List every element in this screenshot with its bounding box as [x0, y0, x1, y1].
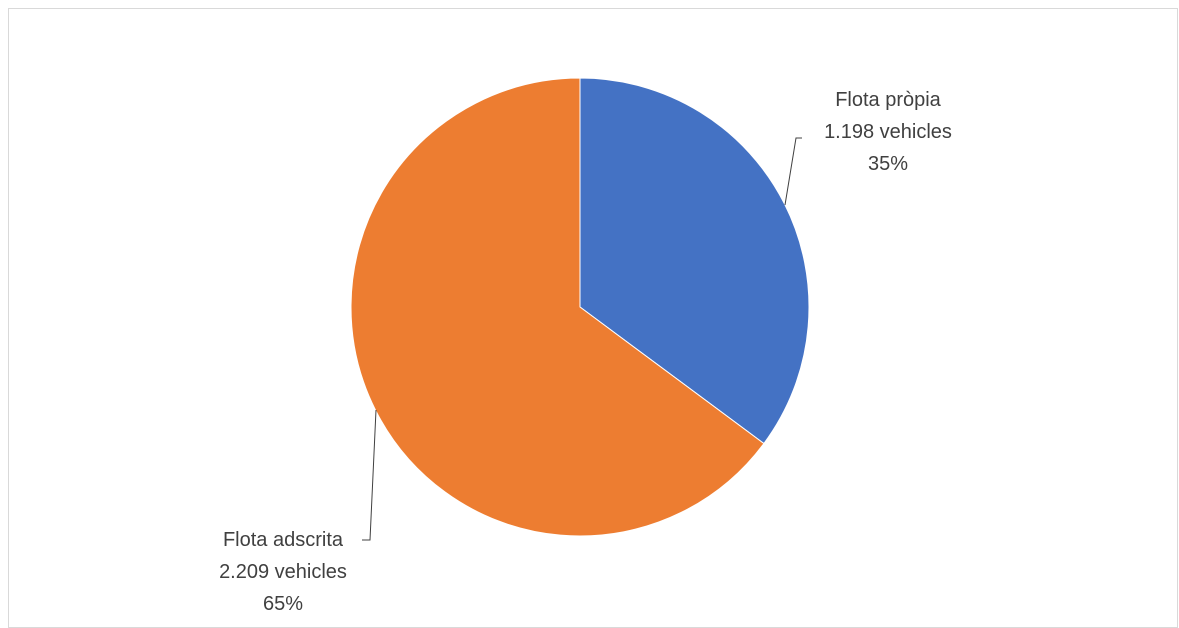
slice-label-value-flota-propia: 1.198 vehicles [824, 121, 952, 143]
slice-label-name-flota-adscrita: Flota adscrita [223, 529, 344, 551]
pie-slices [350, 77, 810, 537]
pie-labels: Flota pròpia 1.198 vehicles 35% Flota ad… [219, 89, 952, 614]
pie-slice-flota-propia [579, 77, 810, 445]
slice-label-name-flota-propia: Flota pròpia [835, 89, 941, 111]
leader-line-flota-propia [784, 137, 802, 206]
leader-line-flota-adscrita [362, 409, 377, 541]
slice-label-value-flota-adscrita: 2.209 vehicles [219, 561, 347, 583]
pie-chart: Flota pròpia 1.198 vehicles 35% Flota ad… [219, 77, 952, 614]
pie-slice-flota-adscrita [350, 77, 765, 537]
slice-label-percent-flota-propia: 35% [868, 153, 908, 175]
slice-label-percent-flota-adscrita: 65% [263, 593, 303, 614]
